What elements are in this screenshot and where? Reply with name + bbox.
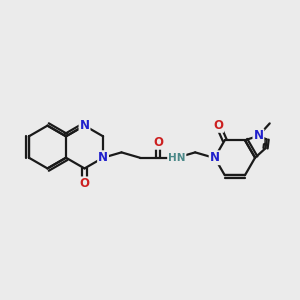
Text: O: O: [213, 119, 223, 132]
Text: O: O: [80, 177, 89, 190]
Text: N: N: [98, 151, 108, 164]
Text: N: N: [210, 151, 220, 164]
Text: O: O: [153, 136, 163, 149]
Text: HN: HN: [168, 153, 185, 163]
Text: N: N: [80, 119, 89, 132]
Text: N: N: [254, 129, 263, 142]
